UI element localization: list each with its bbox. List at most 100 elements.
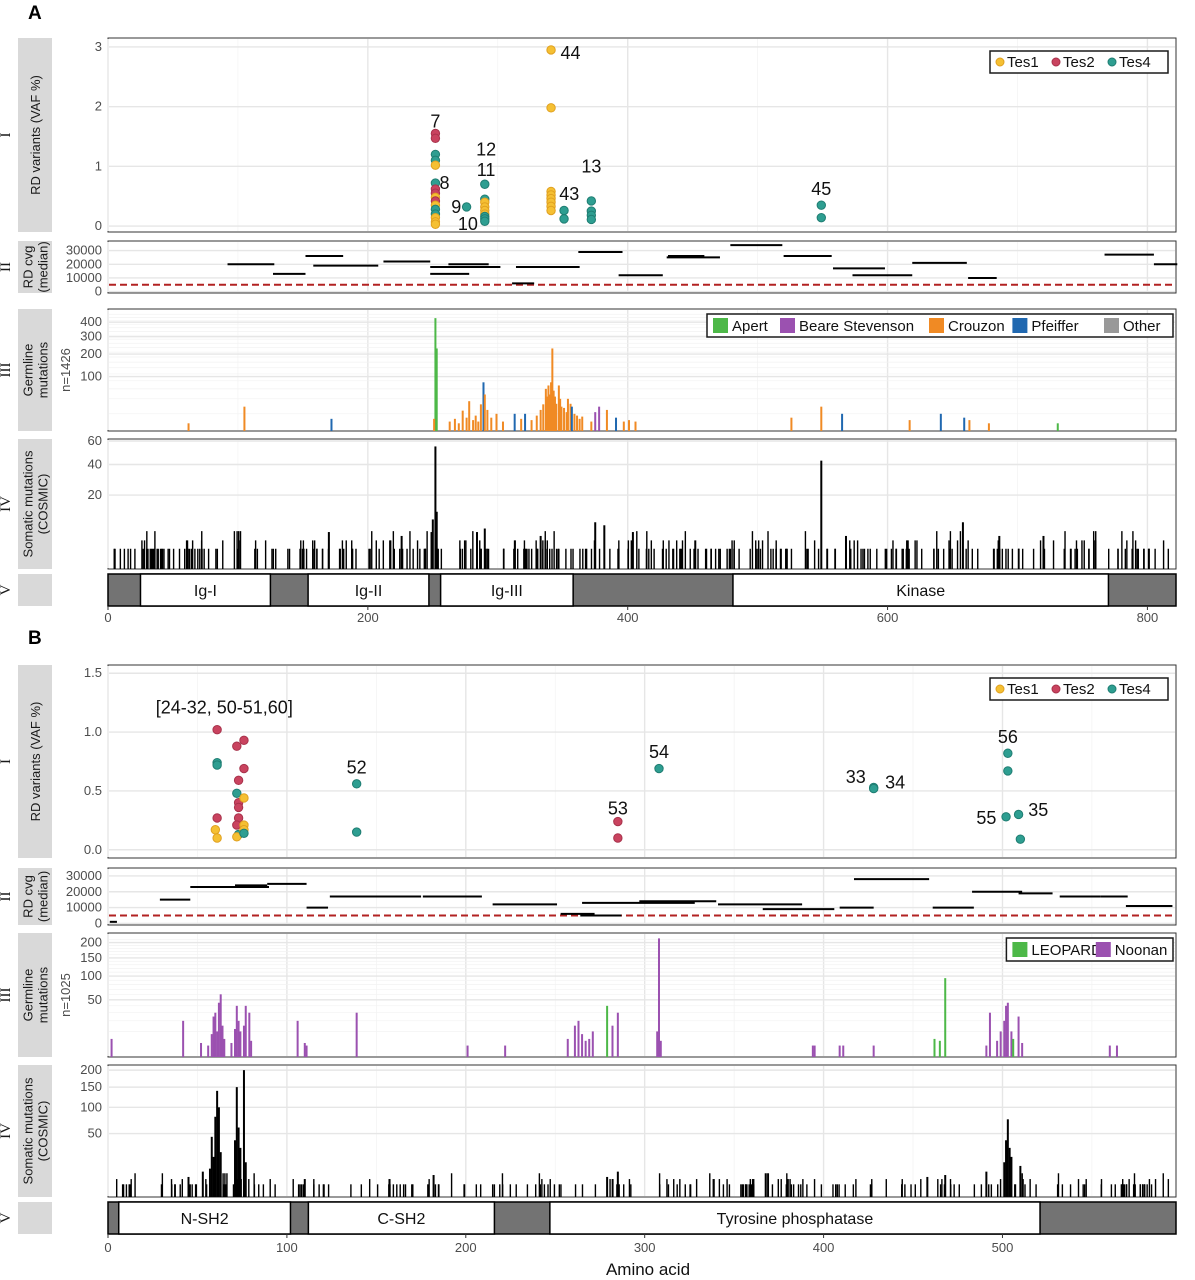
- germline-bar-b: [985, 1045, 988, 1057]
- somatic-bar-b: [742, 1184, 745, 1197]
- germline-bar-a: [477, 421, 480, 431]
- germline-bar-b: [1010, 1031, 1013, 1057]
- somatic-bar-b: [226, 1173, 228, 1197]
- germline-bar-b: [573, 1025, 576, 1057]
- sample-legend-b: [989, 677, 1169, 701]
- strip-somatic-a: [18, 439, 52, 569]
- germline-bar-b: [237, 1020, 240, 1057]
- germline-bar-b: [938, 1040, 941, 1057]
- somatic-bar-a: [535, 540, 537, 569]
- germline-bar-b: [566, 1038, 569, 1057]
- somatic-bar-a: [751, 531, 754, 569]
- somatic-bar-b: [248, 1179, 250, 1197]
- strip-domains-b: [18, 1202, 52, 1234]
- variant-point-b: [1015, 834, 1026, 844]
- variant-point-b: [212, 760, 222, 770]
- somatic-bar-a: [472, 531, 474, 569]
- somatic-bar-b: [558, 1184, 561, 1197]
- somatic-bar-b: [125, 1184, 128, 1197]
- somatic-bar-a: [1074, 548, 1076, 569]
- somatic-bar-b: [676, 1184, 678, 1197]
- somatic-bar-a: [416, 540, 419, 569]
- variant-point-a: [480, 216, 490, 226]
- y-tick-label-coverage-a: 0: [95, 284, 102, 299]
- x-tick-label-a: 0: [104, 610, 111, 625]
- somatic-bar-b: [751, 1179, 754, 1197]
- germline-bar-b: [872, 1045, 875, 1057]
- somatic-bar-b: [463, 1184, 465, 1197]
- somatic-bar-a: [834, 548, 837, 569]
- somatic-bar-a: [971, 548, 974, 569]
- somatic-bar-a: [680, 548, 683, 569]
- domain-label-b: N-SH2: [181, 1211, 229, 1228]
- strip-label-somatic-a: (COSMIC): [36, 474, 51, 535]
- somatic-bar-b: [910, 1184, 912, 1197]
- germline-bar-a: [555, 403, 558, 431]
- somatic-bar-a: [1108, 548, 1110, 569]
- somatic-bar-b: [493, 1184, 496, 1197]
- somatic-bar-b: [1006, 1119, 1009, 1197]
- somatic-bar-b: [630, 1184, 632, 1197]
- somatic-bar-a: [434, 446, 437, 569]
- somatic-bar-a: [465, 540, 467, 569]
- somatic-bar-b: [323, 1184, 325, 1197]
- somatic-bar-b: [746, 1184, 748, 1197]
- panel-somatic-b: [107, 1064, 1177, 1198]
- somatic-bar-b: [1133, 1173, 1136, 1197]
- somatic-bar-b: [767, 1173, 770, 1197]
- variant-annotation-a: 43: [559, 184, 579, 204]
- somatic-bar-b: [128, 1184, 130, 1197]
- strip-variants-a: [18, 38, 52, 232]
- somatic-bar-a: [965, 548, 967, 569]
- somatic-bar-b: [432, 1175, 435, 1197]
- somatic-bar-a: [470, 548, 472, 569]
- somatic-bar-a: [524, 548, 526, 569]
- roman-label-domains-b: V: [0, 1212, 14, 1223]
- somatic-bar-b: [399, 1184, 401, 1197]
- somatic-bar-a: [194, 548, 196, 569]
- somatic-bar-b: [491, 1184, 494, 1197]
- somatic-bar-a: [200, 540, 203, 569]
- germline-bar-b: [466, 1045, 469, 1057]
- somatic-bar-a: [961, 522, 964, 569]
- somatic-bar-b: [926, 1176, 929, 1197]
- germline-bar-b: [1012, 1038, 1015, 1057]
- somatic-bar-a: [321, 548, 324, 569]
- somatic-bar-a: [1063, 548, 1065, 569]
- x-tick-label-a: 400: [617, 610, 639, 625]
- somatic-bar-b: [217, 1107, 220, 1197]
- somatic-bar-a: [264, 540, 267, 569]
- somatic-bar-a: [119, 548, 122, 569]
- somatic-bar-a: [820, 460, 823, 569]
- somatic-bar-b: [904, 1184, 906, 1197]
- somatic-bar-a: [207, 548, 210, 569]
- somatic-bar-a: [863, 548, 866, 569]
- roman-label-germline-b: III: [0, 988, 14, 1003]
- somatic-bar-a: [921, 548, 923, 569]
- somatic-bar-b: [560, 1184, 562, 1197]
- somatic-bar-b: [1029, 1179, 1031, 1197]
- y-tick-label-variants-a: 2: [95, 99, 102, 114]
- domain-label-b: C-SH2: [377, 1211, 425, 1228]
- somatic-bar-b: [1125, 1184, 1128, 1197]
- somatic-bar-a: [459, 548, 462, 569]
- germline-bar-a: [566, 398, 569, 431]
- germline-bar-a: [820, 406, 823, 431]
- somatic-bar-a: [653, 548, 655, 569]
- legend-swatch-crouzon-a: [929, 318, 944, 333]
- somatic-bar-b: [611, 1179, 614, 1197]
- somatic-bar-b: [242, 1070, 245, 1197]
- somatic-bar-b: [764, 1173, 767, 1197]
- somatic-bar-b: [543, 1184, 546, 1197]
- variant-annotation-b: 33: [846, 767, 866, 787]
- y-tick-label-somatic-a: 40: [88, 456, 102, 471]
- somatic-bar-a: [1117, 548, 1119, 569]
- variant-annotation-b: 52: [347, 757, 367, 777]
- somatic-bar-b: [748, 1184, 750, 1197]
- domain-box-a: [307, 573, 430, 607]
- legend-swatch-beare-stevenson-a: [780, 318, 795, 333]
- germline-bar-a: [520, 418, 523, 431]
- germline-bar-a: [598, 406, 601, 431]
- germline-bar-a: [628, 420, 631, 431]
- x-tick-label-b: 200: [455, 1240, 477, 1255]
